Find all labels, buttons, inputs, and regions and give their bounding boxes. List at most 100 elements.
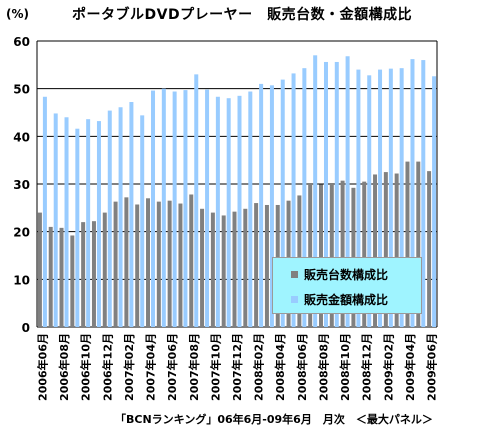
bar-amount [399, 68, 404, 328]
x-tick-label: 2006年10月 [79, 333, 93, 401]
bar-amount [183, 90, 188, 327]
source-note: 「BCNランキング」06年6月-09年6月 月次 ＜最大パネル＞ [115, 413, 433, 426]
legend-swatch-units [291, 271, 298, 278]
bar-amount [161, 88, 166, 328]
bar-units [232, 211, 237, 327]
x-tick-label: 2006年12月 [100, 333, 114, 401]
bar-units [48, 226, 53, 327]
bar-units [383, 172, 388, 327]
bar-units [189, 194, 194, 327]
bar-amount [237, 95, 242, 327]
x-tick-label: 2009年02月 [381, 333, 395, 401]
bar-units [394, 173, 399, 327]
bar-units [318, 184, 323, 327]
y-axis-unit: (%) [6, 7, 29, 21]
bar-units [221, 215, 226, 327]
x-tick-label: 2008年12月 [360, 333, 374, 401]
y-tick-label: 20 [13, 226, 30, 240]
bar-units [362, 181, 367, 327]
bar-amount [291, 73, 296, 327]
legend: 販売台数構成比 販売金額構成比 [272, 257, 422, 314]
bar-units [146, 198, 151, 327]
bar-amount [259, 83, 264, 328]
x-tick-label: 2006年08月 [57, 333, 71, 401]
y-tick-label: 50 [13, 83, 30, 97]
bar-amount [86, 119, 91, 327]
x-tick-label: 2008年06月 [295, 333, 309, 401]
bar-units [373, 174, 378, 327]
bar-units [405, 161, 410, 327]
bar-amount [248, 91, 253, 327]
bar-units [329, 184, 334, 327]
x-tick-label: 2008年10月 [338, 333, 352, 401]
x-tick-label: 2006年06月 [35, 333, 49, 401]
bar-amount [280, 79, 285, 327]
bar-amount [302, 68, 307, 328]
bar-units [264, 204, 269, 327]
y-tick-label: 60 [13, 35, 30, 49]
bar-units [210, 212, 215, 327]
bar-units [254, 203, 259, 327]
x-tick-label: 2007年06月 [165, 333, 179, 401]
bar-amount [140, 115, 145, 327]
y-tick-label: 40 [13, 130, 30, 144]
bar-units [427, 171, 432, 327]
bar-units [243, 208, 248, 327]
bar-amount [388, 68, 393, 327]
bar-units [59, 227, 64, 327]
x-tick-label: 2007年08月 [187, 333, 201, 401]
bar-units [70, 235, 75, 327]
bar-units [37, 212, 42, 327]
bar-amount [269, 85, 274, 327]
legend-item-units: 販売台数構成比 [291, 266, 388, 283]
bar-units [200, 208, 205, 327]
bar-units [340, 180, 345, 327]
bar-units [81, 222, 86, 327]
bar-units [416, 161, 421, 327]
bar-units [113, 201, 118, 327]
bar-amount [172, 91, 177, 327]
bar-amount [194, 74, 199, 327]
x-tick-label: 2007年10月 [208, 333, 222, 401]
x-tick-label: 2009年06月 [425, 333, 439, 401]
bar-units [135, 204, 140, 327]
bar-amount [421, 60, 426, 328]
bar-units [91, 221, 96, 327]
bar-units [102, 212, 107, 327]
bar-amount [432, 76, 437, 327]
bar-amount [356, 69, 361, 327]
bar-amount [96, 121, 101, 327]
bar-units [156, 201, 161, 327]
legend-swatch-amount [291, 296, 298, 303]
bar-amount [226, 98, 231, 327]
bar-amount [367, 75, 372, 327]
y-tick-label: 30 [13, 178, 30, 192]
x-tick-label: 2009年04月 [403, 333, 417, 401]
bar-amount [334, 61, 339, 328]
y-tick-label: 0 [22, 321, 30, 335]
legend-label-units: 販売台数構成比 [304, 268, 389, 282]
bar-amount [378, 69, 383, 327]
bar-units [167, 200, 172, 327]
bar-amount [313, 55, 318, 328]
chart-title: ポータブルDVDプレーヤー 販売台数・金額構成比 [72, 7, 413, 23]
x-tick-label: 2008年08月 [316, 333, 330, 401]
x-tick-label: 2007年12月 [230, 333, 244, 401]
bar-amount [215, 96, 220, 328]
bar-amount [129, 102, 134, 327]
x-tick-label: 2007年02月 [122, 333, 136, 401]
bar-units [308, 184, 313, 327]
bar-amount [345, 56, 350, 328]
bar-amount [53, 113, 58, 327]
bar-amount [118, 107, 123, 327]
bar-amount [64, 117, 69, 328]
bar-amount [410, 59, 415, 327]
legend-item-amount: 販売金額構成比 [291, 291, 388, 308]
x-tick-label: 2008年04月 [273, 333, 287, 401]
bar-amount [205, 89, 210, 328]
bar-amount [75, 128, 80, 327]
bar-amount [42, 96, 47, 328]
bar-amount [107, 110, 112, 328]
x-tick-label: 2007年04月 [144, 333, 158, 401]
